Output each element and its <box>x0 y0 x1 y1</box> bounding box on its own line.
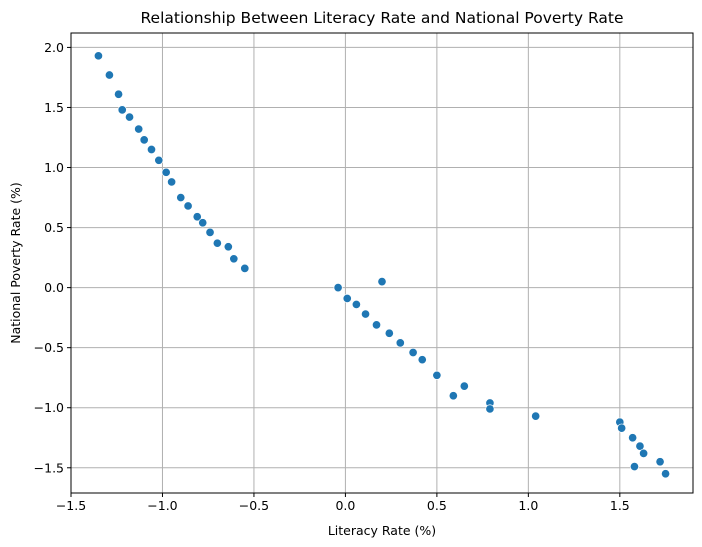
data-point <box>93 51 103 61</box>
data-point <box>639 448 649 458</box>
y-tick-label: −1.0 <box>34 400 64 415</box>
y-tick-label: 1.0 <box>44 160 64 175</box>
data-point <box>205 227 215 237</box>
data-point <box>617 423 627 433</box>
data-point <box>448 391 458 401</box>
plot-frame <box>70 32 694 494</box>
x-tick-label: 1.5 <box>610 498 630 513</box>
y-tick-label: 1.5 <box>44 100 64 115</box>
y-tick-label: 2.0 <box>44 40 64 55</box>
x-axis-label: Literacy Rate (%) <box>328 523 436 538</box>
data-point <box>635 441 645 451</box>
data-point <box>240 263 250 273</box>
data-point <box>655 457 665 467</box>
data-point <box>114 89 124 99</box>
data-points <box>93 51 671 479</box>
data-point <box>417 355 427 365</box>
data-point <box>342 293 352 303</box>
y-axis-label: National Poverty Rate (%) <box>8 182 23 344</box>
data-point <box>134 124 144 134</box>
data-point <box>117 105 127 115</box>
data-point <box>661 469 671 479</box>
data-point <box>360 309 371 319</box>
data-point <box>223 242 233 252</box>
y-axis-ticks: −1.5 −1.0 −0.5 0.0 0.5 1.0 1.5 2.0 <box>34 40 71 475</box>
data-point <box>459 381 469 391</box>
y-tick-label: −0.5 <box>34 340 64 355</box>
grid <box>70 33 693 493</box>
y-tick-label: −1.5 <box>34 460 64 475</box>
data-point <box>176 192 186 203</box>
data-point <box>192 212 202 222</box>
data-point <box>485 404 495 414</box>
data-point <box>531 411 541 421</box>
data-point <box>351 299 361 309</box>
data-point <box>377 277 387 287</box>
y-tick-label: 0.0 <box>44 280 64 295</box>
y-tick-label: 0.5 <box>44 220 64 235</box>
data-point <box>167 177 177 187</box>
data-point <box>104 70 114 80</box>
data-point <box>198 218 208 228</box>
data-point <box>139 135 149 145</box>
data-point <box>629 462 640 472</box>
data-point <box>146 144 157 155</box>
data-point <box>183 201 193 211</box>
chart-title: Relationship Between Literacy Rate and N… <box>140 9 623 27</box>
data-point <box>628 433 638 443</box>
x-tick-label: −1.0 <box>147 498 177 513</box>
data-point <box>212 238 222 248</box>
x-axis-ticks: −1.5 −1.0 −0.5 0.0 0.5 1.0 1.5 <box>56 493 630 513</box>
data-point <box>384 328 394 338</box>
data-point <box>333 283 343 293</box>
data-point <box>408 347 418 358</box>
data-point <box>371 320 382 330</box>
data-point <box>395 338 405 348</box>
data-point <box>154 155 164 165</box>
x-tick-label: 0.5 <box>427 498 447 513</box>
data-point <box>432 370 442 380</box>
data-point <box>229 254 239 264</box>
x-tick-label: 1.0 <box>518 498 538 513</box>
x-tick-label: 0.0 <box>335 498 355 513</box>
data-point <box>124 112 135 122</box>
x-tick-label: −0.5 <box>239 498 269 513</box>
x-tick-label: −1.5 <box>56 498 86 513</box>
data-point <box>161 167 171 177</box>
